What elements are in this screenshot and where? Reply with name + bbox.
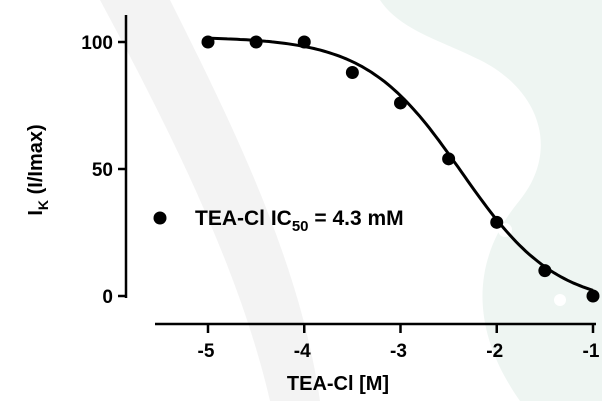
y-tick-label: 50 <box>92 160 113 181</box>
y-ticks: 0 50 100 <box>81 33 127 308</box>
data-point <box>394 96 407 110</box>
x-tick-label: -5 <box>198 341 215 362</box>
y-axis-title-main: I <box>25 210 47 216</box>
legend-label-prefix: TEA-Cl IC <box>195 207 292 230</box>
x-tick-label: -2 <box>486 341 503 362</box>
data-point <box>538 264 552 278</box>
y-axis-title-sub: K <box>35 200 51 210</box>
data-point <box>586 289 600 303</box>
fit-curve <box>207 36 594 292</box>
y-tick-label: 0 <box>102 287 113 308</box>
x-tick-label: -1 <box>583 341 600 362</box>
legend: TEA-Cl IC50 = 4.3 mM <box>153 207 404 235</box>
y-tick-label: 100 <box>81 33 113 54</box>
y-axis-title-rest: (I/Imax) <box>25 124 47 200</box>
legend-marker <box>153 211 167 225</box>
data-points <box>201 35 600 303</box>
data-point <box>442 152 456 166</box>
data-point <box>249 35 263 49</box>
data-point <box>345 65 359 79</box>
y-axis-title: IK (I/Imax) <box>25 124 51 215</box>
x-ticks: -5 -4 -3 -2 -1 <box>198 323 600 362</box>
x-tick-label: -4 <box>294 341 311 362</box>
legend-label-suffix: = 4.3 mM <box>309 207 404 230</box>
data-point <box>297 35 311 49</box>
legend-label-sub: 50 <box>292 218 309 235</box>
legend-label: TEA-Cl IC50 = 4.3 mM <box>195 207 404 235</box>
x-axis-title: TEA-Cl [M] <box>287 373 389 395</box>
x-tick-label: -3 <box>390 341 407 362</box>
data-point <box>201 35 215 49</box>
data-point <box>490 215 504 229</box>
plot-area: 0 50 100 -5 -4 -3 -2 -1 TEA-Cl [M] IK (I/Imax)… <box>25 15 600 395</box>
